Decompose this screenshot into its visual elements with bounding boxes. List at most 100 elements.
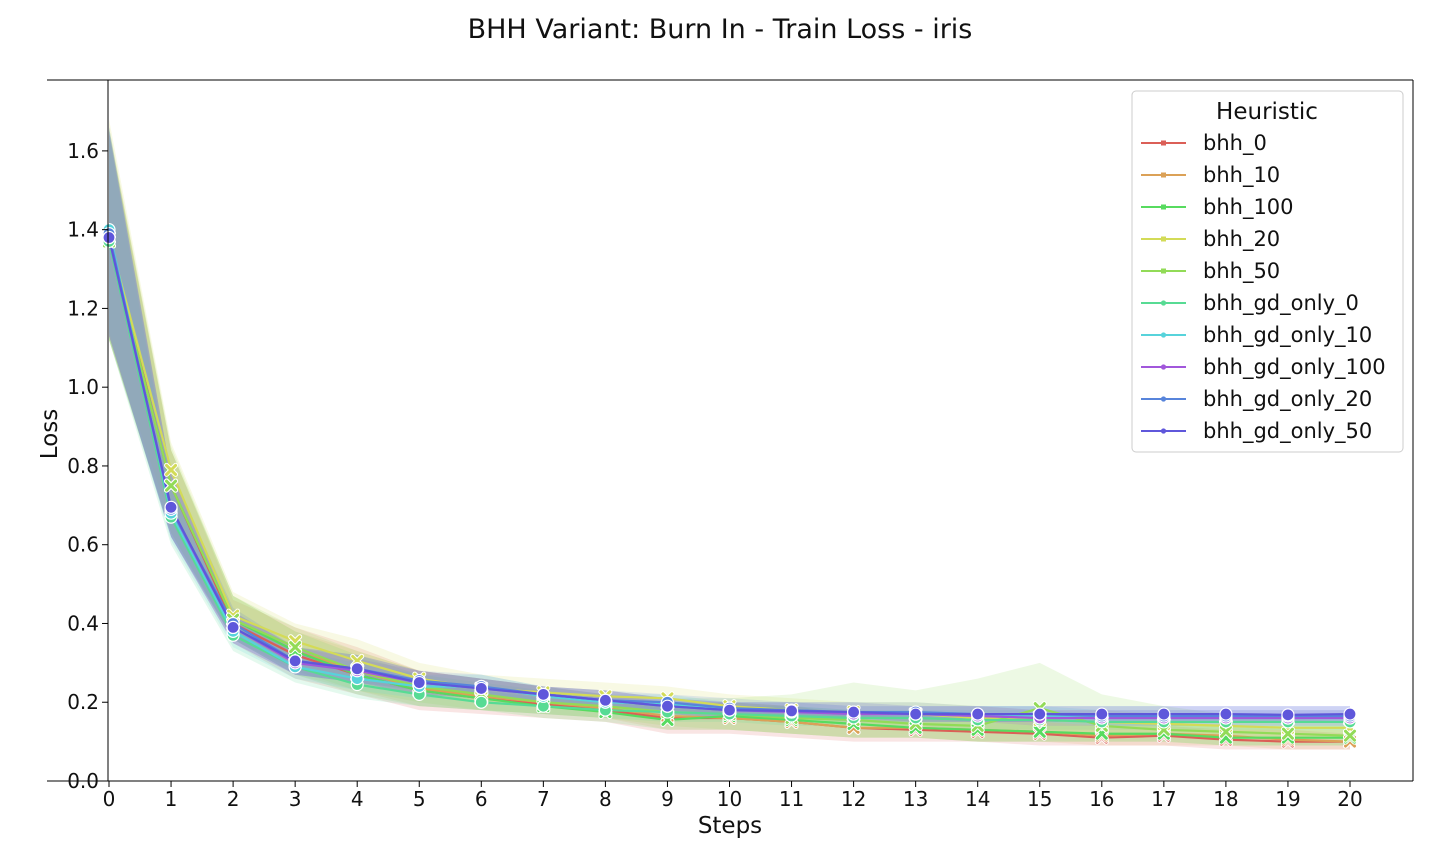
legend-swatch-marker: [1161, 172, 1166, 178]
data-point: [1033, 707, 1047, 721]
legend-title: Heuristic: [1216, 99, 1318, 125]
x-tick-label: 13: [903, 787, 928, 811]
data-point: [536, 687, 550, 701]
legend-item: bhh_gd_only_20: [1141, 387, 1372, 412]
x-tick-label: 14: [965, 787, 990, 811]
legend-frame: [1131, 90, 1404, 453]
x-tick-label: 11: [779, 787, 804, 811]
legend-item: bhh_gd_only_0: [1141, 291, 1359, 316]
legend-swatch-marker: [1160, 428, 1167, 434]
y-tick-label: 0.8: [67, 454, 99, 478]
legend-label: bhh_10: [1203, 163, 1280, 188]
data-point: [846, 705, 861, 719]
legend-label: bhh_gd_only_20: [1203, 387, 1372, 412]
legend-item: bhh_100: [1141, 195, 1294, 220]
data-point: [288, 654, 302, 668]
x-tick-label: 0: [103, 787, 116, 811]
data-point: [1343, 707, 1357, 721]
data-point: [909, 707, 923, 721]
y-axis-ticks: 0.0 0.2 0.4 0.6 0.8 1.0 1.2 1.4 1.6: [67, 139, 108, 793]
x-axis-ticks: 0 1 2 3 4 5 6 7 8 9 10 11 12 13 14 15 16 17 18 19 20: [103, 781, 1363, 811]
y-tick-label: 0.6: [67, 533, 99, 557]
legend-swatch-marker: [1160, 396, 1167, 402]
legend-label: bhh_gd_only_10: [1203, 323, 1372, 348]
y-tick-label: 1.2: [67, 296, 99, 320]
x-tick-label: 6: [475, 787, 488, 811]
x-tick-label: 1: [165, 787, 178, 811]
data-point: [165, 463, 178, 476]
legend: Heuristic bhh_0 bhh_10 bhh_100 bhh_20 bhh_50…: [1131, 90, 1404, 453]
x-tick-label: 19: [1275, 787, 1300, 811]
legend-item: bhh_0: [1141, 131, 1267, 156]
legend-item: bhh_20: [1141, 227, 1280, 252]
x-tick-label: 9: [661, 787, 674, 811]
legend-item: bhh_gd_only_100: [1141, 355, 1386, 380]
x-tick-label: 4: [351, 787, 364, 811]
markers-bhh-gd-only-50: [102, 230, 1357, 722]
data-point: [226, 620, 240, 635]
legend-swatch-marker: [1161, 268, 1166, 274]
data-point: [1095, 707, 1109, 721]
data-point: [1344, 729, 1356, 742]
data-point: [598, 693, 613, 707]
x-tick-label: 10: [717, 787, 742, 811]
legend-swatch-marker: [1160, 332, 1167, 338]
data-point: [1219, 707, 1233, 721]
legend-swatch-marker: [1161, 204, 1166, 210]
legend-item: bhh_10: [1141, 163, 1280, 188]
x-tick-label: 15: [1027, 787, 1052, 811]
x-tick-label: 2: [227, 787, 240, 811]
x-tick-label: 16: [1089, 787, 1114, 811]
x-tick-label: 8: [599, 787, 612, 811]
data-point: [165, 479, 178, 492]
x-tick-label: 18: [1213, 787, 1238, 811]
legend-swatch-marker: [1160, 364, 1167, 370]
data-point: [784, 704, 799, 718]
legend-label: bhh_gd_only_50: [1203, 419, 1372, 444]
data-point: [1281, 708, 1295, 722]
data-point: [102, 230, 116, 245]
data-point: [289, 641, 302, 654]
y-tick-label: 1.0: [67, 375, 99, 399]
y-tick-label: 0.0: [67, 769, 99, 793]
legend-swatch-marker: [1161, 140, 1166, 146]
data-point: [660, 699, 675, 713]
legend-label: bhh_gd_only_100: [1203, 355, 1386, 380]
legend-swatch-marker: [1161, 236, 1166, 242]
data-point: [722, 703, 737, 717]
legend-label: bhh_50: [1203, 259, 1280, 284]
legend-item: bhh_gd_only_10: [1141, 323, 1372, 348]
legend-swatch-marker: [1160, 300, 1167, 306]
x-tick-label: 5: [413, 787, 426, 811]
data-point: [412, 675, 426, 690]
series-markers: [102, 223, 1357, 749]
x-tick-label: 7: [537, 787, 550, 811]
x-axis-label: Steps: [698, 813, 762, 839]
data-point: [1281, 727, 1294, 740]
data-point: [164, 500, 178, 514]
y-axis-label: Loss: [37, 409, 63, 459]
legend-label: bhh_20: [1203, 227, 1280, 252]
y-tick-label: 1.4: [67, 218, 99, 242]
legend-label: bhh_gd_only_0: [1203, 291, 1359, 316]
y-tick-label: 1.6: [67, 139, 99, 163]
x-tick-label: 17: [1151, 787, 1176, 811]
y-tick-label: 0.4: [67, 611, 99, 635]
x-tick-label: 20: [1337, 787, 1362, 811]
data-point: [474, 695, 488, 709]
data-point: [1033, 725, 1046, 738]
x-tick-label: 12: [841, 787, 866, 811]
data-point: [474, 681, 488, 696]
legend-item: bhh_50: [1141, 259, 1280, 284]
legend-label: bhh_100: [1203, 195, 1294, 220]
data-point: [350, 662, 364, 676]
data-point: [1157, 707, 1171, 721]
legend-items: bhh_0 bhh_10 bhh_100 bhh_20 bhh_50 bhh_gd_onl…: [1141, 131, 1386, 444]
legend-item: bhh_gd_only_50: [1141, 419, 1372, 444]
legend-label: bhh_0: [1203, 131, 1267, 156]
data-point: [971, 707, 985, 721]
axes: [47, 79, 1414, 782]
data-point: [1219, 725, 1232, 738]
